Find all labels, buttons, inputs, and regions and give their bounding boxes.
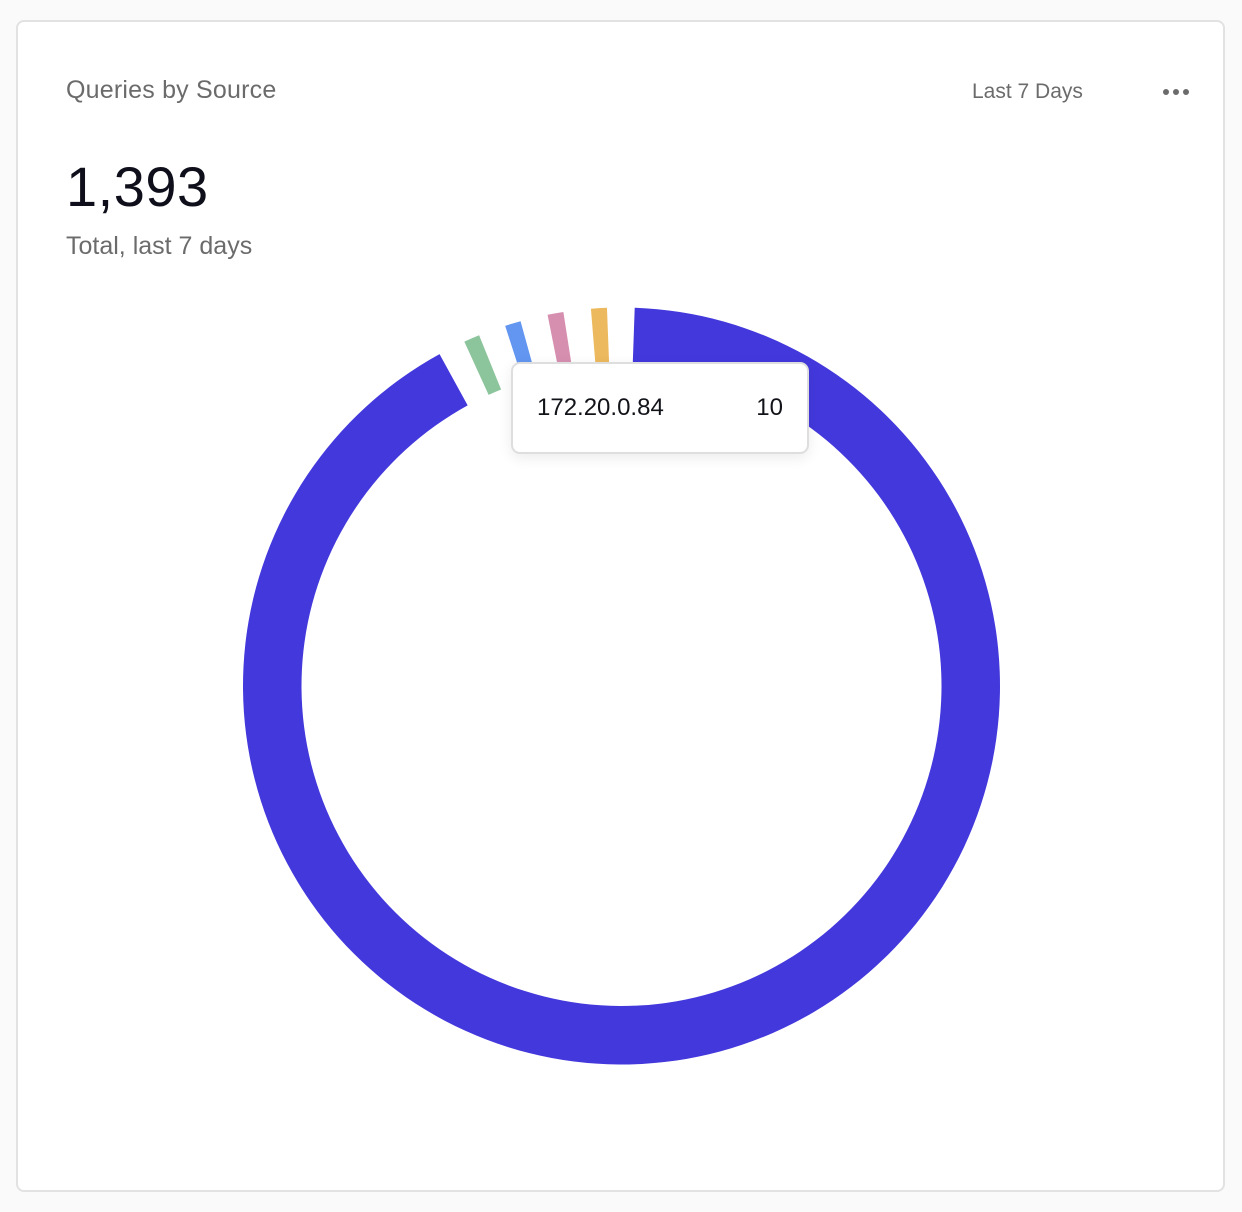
more-options-button[interactable]: [1158, 80, 1194, 104]
ellipsis-horizontal-icon: [1162, 88, 1190, 96]
chart-tooltip: 172.20.0.84 10: [511, 362, 809, 454]
total-queries-caption: Total, last 7 days: [66, 232, 253, 260]
queries-by-source-card: Queries by Source Last 7 Days 1,393 Tota…: [16, 20, 1225, 1192]
donut-segment-5[interactable]: [590, 307, 610, 368]
date-range-selector[interactable]: Last 7 Days: [972, 80, 1083, 103]
total-queries-value: 1,393: [66, 155, 209, 218]
card-title: Queries by Source: [66, 76, 277, 104]
donut-segment-2[interactable]: [464, 335, 502, 395]
tooltip-label: 172.20.0.84: [537, 394, 664, 421]
donut-segment-4[interactable]: [547, 311, 573, 373]
tooltip-value: 10: [756, 394, 783, 421]
